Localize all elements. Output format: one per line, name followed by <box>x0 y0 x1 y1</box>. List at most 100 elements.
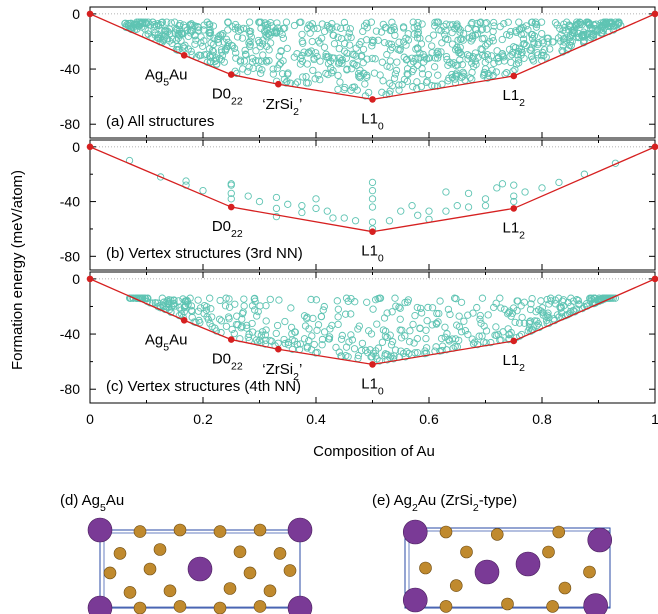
structure-point <box>156 301 164 310</box>
structure-point <box>477 26 486 34</box>
structure-point <box>422 78 431 87</box>
ag-atom <box>103 566 117 580</box>
structure-point <box>186 29 195 37</box>
structure-point <box>158 18 167 26</box>
structure-point <box>300 335 309 343</box>
structure-point <box>551 296 559 304</box>
structure-point <box>369 305 377 313</box>
structure-point <box>432 343 440 351</box>
structure-point <box>568 30 576 38</box>
structure-point <box>362 36 371 44</box>
structure-point <box>529 57 538 65</box>
structure-point <box>555 313 563 321</box>
structure-point <box>413 30 422 38</box>
structure-points <box>125 156 620 233</box>
structure-point <box>468 18 476 27</box>
structure-point <box>139 18 147 26</box>
structure-point <box>231 25 240 33</box>
structure-point <box>329 214 337 222</box>
structure-point <box>472 60 480 69</box>
structure-point <box>528 294 536 303</box>
structure-point <box>346 25 354 33</box>
structure-point <box>265 57 273 65</box>
structure-point <box>352 44 360 52</box>
structure-point <box>283 44 291 53</box>
structure-point <box>383 309 391 317</box>
structure-point <box>303 60 311 68</box>
structure-point <box>564 35 572 43</box>
structure-point <box>298 51 306 60</box>
structure-point <box>261 340 270 348</box>
structure-point <box>340 85 348 94</box>
structure-point <box>404 296 412 304</box>
structure-point <box>368 54 376 63</box>
structure-point <box>343 66 351 74</box>
structure-point <box>216 315 224 323</box>
structure-point <box>299 73 307 81</box>
structure-point <box>568 38 576 46</box>
structure-point <box>263 23 272 32</box>
structure-point <box>158 27 166 35</box>
structure-point <box>242 25 251 33</box>
crystal-structures: (d) Ag5Au (e) Ag2Au (ZrSi2-type) <box>60 492 613 614</box>
ag-atom <box>213 525 227 538</box>
structure-point <box>175 304 184 312</box>
chart-panels: 0 -40 -80 Ag5Au D022 ‘ZrSi2’ L10 L12 (a) All str… <box>60 6 658 404</box>
structure-point <box>404 30 412 38</box>
structure-point <box>453 61 462 69</box>
structure-point <box>283 77 291 86</box>
structure-point <box>191 40 199 48</box>
structure-label: ‘ZrSi2’ <box>262 361 302 383</box>
structure-point <box>504 310 512 318</box>
ag-atom <box>243 566 257 580</box>
structure-point <box>259 51 267 59</box>
structure-point <box>347 310 355 318</box>
structure-point <box>194 26 203 34</box>
ag-atom <box>449 579 463 592</box>
structure-point <box>478 45 486 54</box>
structure-point <box>275 52 283 60</box>
structure-point <box>232 49 240 57</box>
structure-point <box>492 299 500 307</box>
structure-point <box>461 327 470 335</box>
ag-atom <box>263 584 277 598</box>
structure-point <box>443 330 451 338</box>
structure-point <box>322 53 330 61</box>
structure-point <box>335 348 343 356</box>
structure-point <box>456 56 464 64</box>
structure-point <box>305 21 313 29</box>
structure-point <box>571 22 579 30</box>
structure-point <box>306 22 315 30</box>
structure-point <box>418 64 426 73</box>
structure-point <box>298 202 306 210</box>
ag-atom <box>439 600 453 613</box>
structure-point <box>334 305 342 313</box>
ag-atom <box>213 601 227 614</box>
structure-point <box>435 309 443 318</box>
structure-point <box>206 52 214 60</box>
structure-point <box>498 180 507 188</box>
structure-point <box>396 304 404 312</box>
structure-point <box>397 347 405 355</box>
structure-point <box>476 315 484 323</box>
structure-point <box>591 24 599 33</box>
structure-point <box>334 313 342 321</box>
structure-point <box>591 299 599 307</box>
structure-point <box>262 326 270 334</box>
structure-point <box>606 18 615 27</box>
ag-atom <box>113 547 127 560</box>
structure-point <box>216 296 224 305</box>
structure-point <box>320 43 329 51</box>
structure-point <box>538 37 546 45</box>
panel-label: (b) Vertex structures (3rd NN) <box>106 245 303 262</box>
structure-point <box>402 56 411 64</box>
structure-point <box>266 295 274 304</box>
structure-point <box>316 57 324 65</box>
structure-point <box>481 202 490 210</box>
hull-point <box>651 275 658 283</box>
structure-point <box>298 208 306 217</box>
structure-point <box>231 300 239 308</box>
structure-point <box>460 70 468 78</box>
structure-point <box>304 49 312 57</box>
structure-point <box>279 57 287 65</box>
